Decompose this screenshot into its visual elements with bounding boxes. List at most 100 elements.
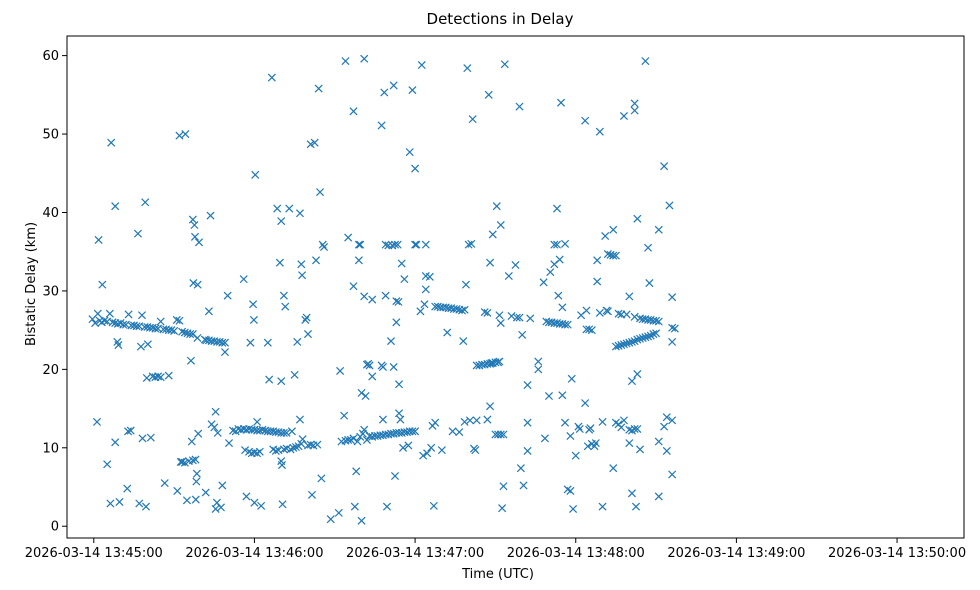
data-point xyxy=(353,437,362,446)
data-point xyxy=(492,202,501,211)
data-point xyxy=(357,388,366,397)
data-point xyxy=(544,392,553,401)
data-point xyxy=(173,486,182,495)
data-point xyxy=(164,371,173,380)
data-point xyxy=(389,81,398,90)
data-point xyxy=(336,366,345,375)
data-point xyxy=(306,440,315,449)
data-point xyxy=(392,297,401,306)
data-point xyxy=(619,340,628,349)
data-point xyxy=(192,477,201,486)
data-point xyxy=(523,381,532,390)
data-point xyxy=(251,170,260,179)
data-point xyxy=(91,319,100,328)
data-point xyxy=(495,311,504,320)
data-point xyxy=(641,333,650,342)
data-point xyxy=(132,322,141,331)
data-point xyxy=(558,391,567,400)
data-point xyxy=(652,316,661,325)
data-point xyxy=(512,313,521,322)
data-point xyxy=(301,315,310,324)
data-point xyxy=(622,339,631,348)
data-point xyxy=(668,323,677,332)
data-point xyxy=(609,251,618,260)
data-point xyxy=(228,426,238,435)
data-point xyxy=(516,464,525,473)
data-point xyxy=(114,341,123,350)
data-point xyxy=(437,446,446,455)
data-point xyxy=(405,148,414,157)
data-point xyxy=(412,240,421,249)
data-point xyxy=(515,102,524,111)
data-point xyxy=(175,131,184,140)
data-point xyxy=(635,445,645,454)
x-axis-label: Time (UTC) xyxy=(461,567,534,582)
data-point xyxy=(281,302,290,311)
data-point xyxy=(662,446,671,455)
plot-frame xyxy=(66,35,965,539)
data-point xyxy=(461,280,470,289)
data-point xyxy=(361,392,370,401)
data-point xyxy=(318,240,327,249)
data-point xyxy=(246,338,255,347)
data-point xyxy=(193,333,202,343)
data-point xyxy=(614,309,623,318)
data-point xyxy=(352,467,361,476)
data-point xyxy=(279,428,288,437)
data-point xyxy=(471,446,480,455)
data-point xyxy=(390,240,400,249)
data-point xyxy=(668,470,677,479)
data-point xyxy=(399,443,408,452)
data-point xyxy=(654,492,663,501)
data-point xyxy=(156,373,165,382)
data-point xyxy=(317,474,326,483)
data-point xyxy=(555,255,564,264)
data-point xyxy=(133,229,142,238)
data-point xyxy=(448,427,457,436)
data-point xyxy=(561,418,570,427)
data-point xyxy=(460,305,469,314)
data-point xyxy=(566,486,575,495)
data-point xyxy=(496,319,505,328)
data-point xyxy=(111,202,120,211)
data-point xyxy=(314,84,323,93)
data-point xyxy=(552,240,562,249)
data-point xyxy=(326,515,335,524)
data-point xyxy=(630,106,639,115)
data-point xyxy=(141,502,151,511)
data-point xyxy=(277,461,287,470)
data-point xyxy=(457,306,466,315)
data-point xyxy=(654,317,663,326)
data-point xyxy=(216,503,225,512)
data-point xyxy=(554,291,563,300)
data-point xyxy=(275,258,284,267)
data-point xyxy=(172,315,181,324)
data-point xyxy=(316,188,325,197)
data-point xyxy=(181,130,190,139)
data-point xyxy=(297,439,306,448)
data-point xyxy=(218,338,227,347)
data-point xyxy=(654,225,663,234)
y-axis-ticks: 0 10 20 30 40 50 60 xyxy=(42,49,67,535)
data-point xyxy=(598,417,607,426)
data-point xyxy=(334,508,343,517)
x-tick-label: 2026-03-14 13:45:00 xyxy=(25,546,163,561)
data-point xyxy=(123,484,132,493)
data-point xyxy=(105,309,114,318)
data-point xyxy=(519,481,528,490)
data-point xyxy=(263,338,272,347)
data-point xyxy=(142,373,151,383)
data-point xyxy=(341,57,350,66)
data-point xyxy=(278,500,287,509)
data-point xyxy=(365,361,374,370)
data-point xyxy=(182,496,191,505)
data-point xyxy=(652,329,661,338)
data-point xyxy=(213,428,222,437)
data-point xyxy=(630,99,639,108)
data-point xyxy=(397,259,406,268)
data-point xyxy=(411,164,420,173)
x-tick-label: 2026-03-14 13:47:00 xyxy=(346,546,484,561)
data-point xyxy=(249,315,258,324)
data-point xyxy=(463,64,472,73)
